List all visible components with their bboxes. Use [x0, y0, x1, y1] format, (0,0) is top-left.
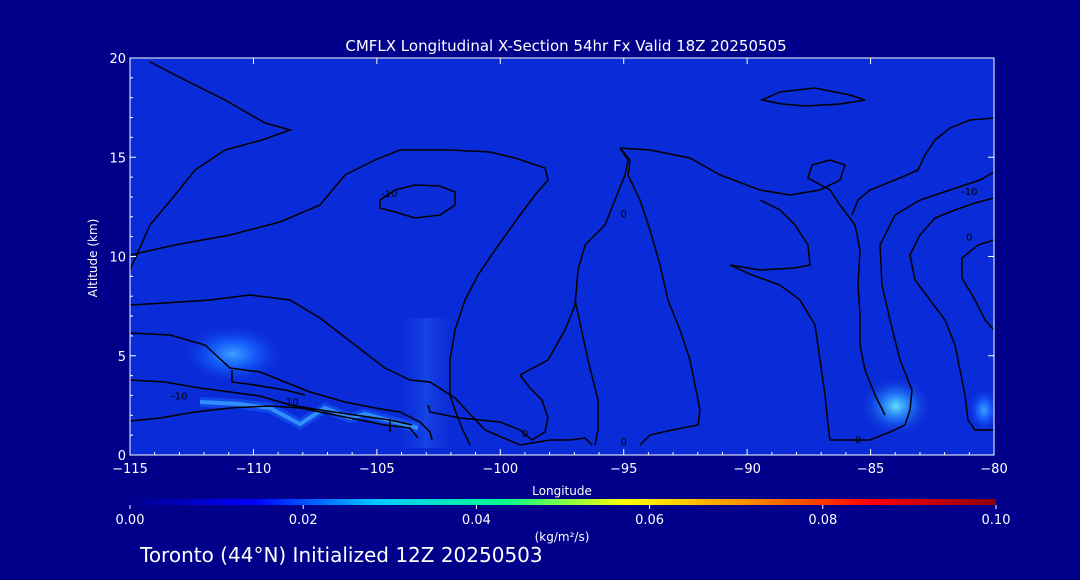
x-tick-label: −95 — [610, 462, 637, 477]
contour-label: 0 — [855, 435, 861, 446]
contour-line — [130, 294, 593, 446]
contour-label: 0 — [621, 437, 627, 448]
footer-location: Toronto (44°N) Initialized 12Z 20250503 — [139, 543, 543, 567]
y-tick-label: 5 — [118, 350, 126, 365]
contour-line — [427, 374, 549, 441]
x-axis: −115 −110 −105 −100 −95 −90 −85 −80 — [112, 58, 1008, 477]
y-tick-label: 10 — [109, 251, 126, 266]
contour-label: 0 — [522, 429, 528, 440]
contour-line — [130, 379, 413, 426]
field-blob-west — [181, 324, 285, 384]
contour-line — [851, 117, 994, 216]
x-tick-label: −105 — [359, 462, 395, 477]
x-tick-label: −110 — [236, 462, 272, 477]
contour-line — [759, 87, 866, 107]
contour-line — [879, 171, 994, 426]
contour-label: 0 — [966, 233, 972, 244]
colorbar-tick-label: 0.06 — [635, 513, 664, 528]
y-axis: 0 5 10 15 20 — [109, 52, 994, 464]
colorbar-tick-label: 0.04 — [462, 513, 491, 528]
contour-label: 0 — [621, 209, 627, 220]
colorbar-tick-label: 0.00 — [116, 513, 145, 528]
x-tick-label: −80 — [980, 462, 1007, 477]
contour-line — [231, 370, 306, 396]
contour-line — [519, 147, 629, 376]
contour-line — [619, 147, 886, 416]
contour-line — [130, 405, 419, 439]
contour-label: -10 — [961, 187, 977, 198]
contour-label: -10 — [282, 397, 298, 408]
y-tick-label: 0 — [118, 449, 126, 464]
contour-line — [909, 197, 994, 431]
y-tick-label: 20 — [109, 52, 126, 67]
contour-line — [961, 239, 994, 331]
contour-line — [619, 147, 701, 446]
colorbar-ticks: 0.00 0.02 0.04 0.06 0.08 0.10 — [116, 505, 1011, 528]
contour-line — [130, 149, 549, 446]
chart-title: CMFLX Longitudinal X-Section 54hr Fx Val… — [345, 37, 786, 55]
x-axis-label: Longitude — [532, 484, 592, 498]
contour-line — [729, 264, 906, 441]
contour-line — [729, 199, 811, 271]
y-tick-label: 15 — [109, 151, 126, 166]
contour-labels: -10 -10 -10 -10 0 0 0 0 0 — [171, 187, 977, 448]
contour-line — [130, 61, 293, 271]
x-tick-label: −90 — [733, 462, 760, 477]
x-tick-label: −85 — [857, 462, 884, 477]
x-tick-label: −100 — [482, 462, 518, 477]
contour-label: -10 — [171, 391, 187, 402]
colorbar-tick-label: 0.10 — [982, 513, 1011, 528]
field-blob-east — [860, 376, 932, 436]
field-blob-edge — [968, 388, 994, 432]
contour-layer — [130, 61, 994, 446]
contour-label: -10 — [381, 189, 397, 200]
x-tick-label: −115 — [112, 462, 148, 477]
contour-line — [574, 299, 599, 446]
colorbar-tick-label: 0.08 — [808, 513, 837, 528]
contour-line — [379, 184, 456, 219]
colorbar — [130, 499, 996, 505]
y-axis-label: Altitude (km) — [86, 219, 100, 298]
field-column-central — [392, 318, 460, 448]
colorbar-units: (kg/m²/s) — [535, 530, 590, 544]
contour-line — [130, 332, 433, 441]
colorbar-tick-label: 0.02 — [289, 513, 318, 528]
